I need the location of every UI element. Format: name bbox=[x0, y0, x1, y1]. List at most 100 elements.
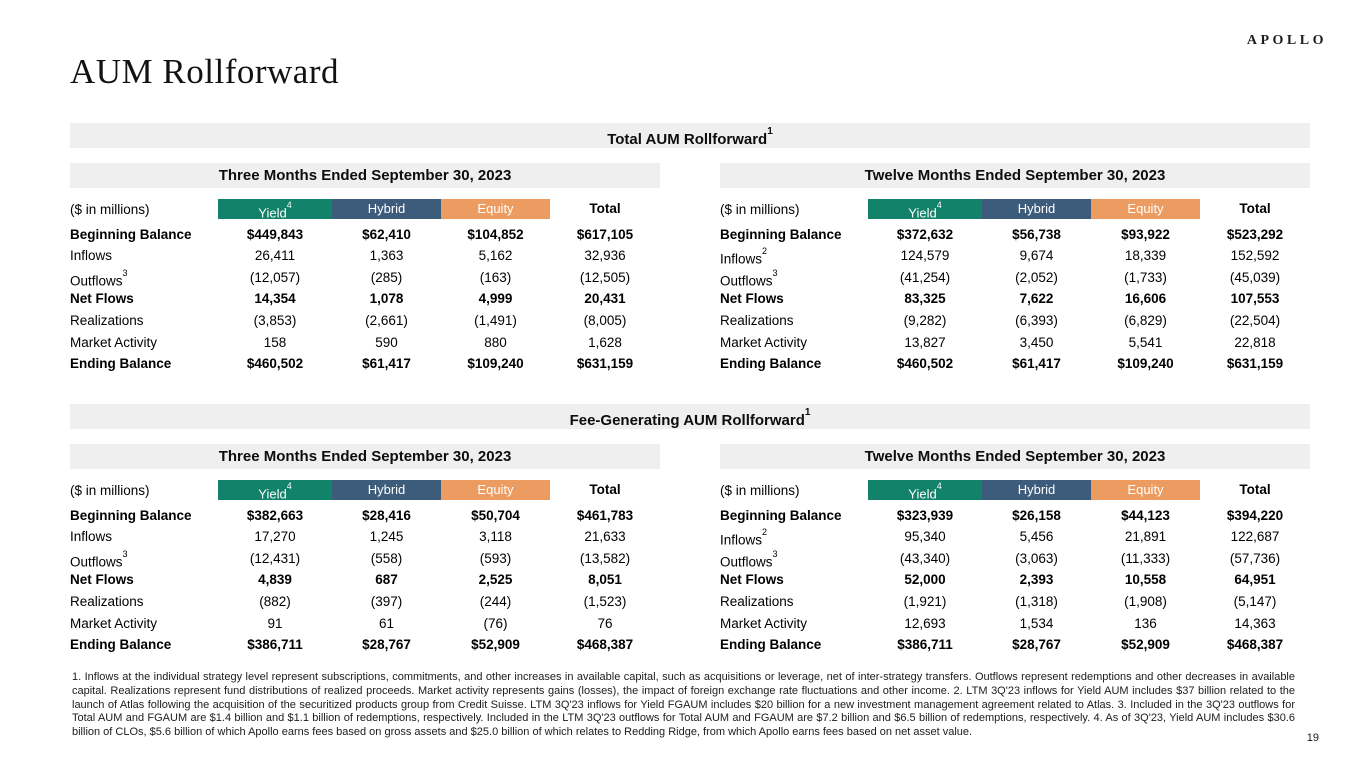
cell-value: $26,158 bbox=[1012, 507, 1061, 523]
cell-value: 136 bbox=[1134, 615, 1157, 631]
cell-value: $468,387 bbox=[576, 637, 634, 653]
cell-value: 26,411 bbox=[254, 248, 296, 264]
cell-value: 1,628 bbox=[588, 334, 622, 350]
cell-value: (12,431) bbox=[249, 550, 301, 566]
row-label: Inflows bbox=[70, 529, 113, 545]
cell-value: 122,687 bbox=[1230, 529, 1280, 545]
cell-value: $382,663 bbox=[246, 507, 304, 523]
cell-value: $631,159 bbox=[576, 356, 634, 372]
cell-value: 20,431 bbox=[584, 291, 626, 307]
cell-value: (1,523) bbox=[583, 593, 627, 609]
cell-value: 5,162 bbox=[478, 248, 513, 264]
unit-label: ($ in millions) bbox=[720, 202, 800, 217]
column-header-equity: Equity bbox=[441, 480, 550, 500]
cell-value: 2,525 bbox=[478, 572, 513, 588]
cell-value: (22,504) bbox=[1229, 312, 1281, 328]
cell-value: (1,921) bbox=[903, 593, 947, 609]
row-label: Outflows3 bbox=[70, 267, 128, 289]
cell-value: $323,939 bbox=[896, 507, 954, 523]
cell-value: $394,220 bbox=[1226, 507, 1284, 523]
cell-value: (11,333) bbox=[1120, 550, 1171, 566]
cell-value: $468,387 bbox=[1226, 637, 1284, 653]
cell-value: $28,767 bbox=[362, 637, 411, 653]
row-label: Ending Balance bbox=[70, 356, 172, 372]
column-header-yield: Yield4 bbox=[218, 199, 332, 220]
cell-value: $61,417 bbox=[362, 356, 411, 372]
column-header-hybrid: Hybrid bbox=[982, 480, 1091, 500]
row-label: Realizations bbox=[720, 312, 794, 328]
cell-value: (1,908) bbox=[1124, 593, 1167, 609]
cell-value: $93,922 bbox=[1121, 226, 1170, 242]
column-header-total: Total bbox=[1239, 201, 1271, 216]
row-label: Ending Balance bbox=[720, 356, 822, 372]
cell-value: 1,078 bbox=[369, 291, 404, 307]
cell-value: (1,733) bbox=[1124, 269, 1167, 285]
period-header: Three Months Ended September 30, 2023 bbox=[70, 163, 660, 188]
column-header-yield: Yield4 bbox=[868, 199, 982, 220]
cell-value: (3,853) bbox=[253, 312, 297, 328]
row-label: Beginning Balance bbox=[70, 226, 192, 242]
cell-value: $56,738 bbox=[1012, 226, 1061, 242]
cell-value: 13,827 bbox=[904, 334, 946, 350]
cell-value: 14,363 bbox=[1234, 615, 1276, 631]
cell-value: $104,852 bbox=[467, 226, 524, 242]
row-label: Outflows3 bbox=[720, 548, 778, 570]
cell-value: 4,839 bbox=[258, 572, 292, 588]
cell-value: $461,783 bbox=[576, 507, 634, 523]
fee-gen-twelve-months-table: Twelve Months Ended September 30, 2023 (… bbox=[720, 444, 1310, 656]
cell-value: 3,450 bbox=[1019, 334, 1054, 350]
row-label: Market Activity bbox=[720, 615, 808, 631]
cell-value: 95,340 bbox=[904, 529, 946, 545]
cell-value: 1,363 bbox=[369, 248, 404, 264]
unit-label: ($ in millions) bbox=[720, 483, 800, 498]
cell-value: (41,254) bbox=[899, 269, 951, 285]
cell-value: 590 bbox=[375, 334, 398, 350]
cell-value: (285) bbox=[370, 269, 403, 285]
column-header-hybrid: Hybrid bbox=[332, 199, 441, 219]
cell-value: (3,063) bbox=[1015, 550, 1058, 566]
cell-value: (163) bbox=[479, 269, 512, 285]
cell-value: (2,052) bbox=[1015, 269, 1058, 285]
cell-value: $631,159 bbox=[1226, 356, 1284, 372]
cell-value: $386,711 bbox=[247, 637, 303, 653]
row-label: Realizations bbox=[720, 593, 794, 609]
row-label: Inflows bbox=[70, 248, 113, 264]
column-header-equity: Equity bbox=[441, 199, 550, 219]
cell-value: 91 bbox=[267, 615, 283, 631]
cell-value: (593) bbox=[479, 550, 512, 566]
cell-value: 76 bbox=[597, 615, 613, 631]
row-label: Inflows2 bbox=[720, 527, 768, 548]
row-label: Net Flows bbox=[70, 572, 134, 588]
cell-value: (9,282) bbox=[903, 312, 947, 328]
cell-value: 22,818 bbox=[1234, 334, 1276, 350]
cell-value: 107,553 bbox=[1230, 291, 1280, 307]
cell-value: 7,622 bbox=[1019, 291, 1054, 307]
column-header-total: Total bbox=[589, 201, 621, 216]
cell-value: $109,240 bbox=[467, 356, 524, 372]
section-title-fee-generating-aum: Fee-Generating AUM Rollforward1 bbox=[70, 404, 1310, 429]
column-header-hybrid: Hybrid bbox=[332, 480, 441, 500]
cell-value: 152,592 bbox=[1230, 248, 1280, 264]
fee-generating-aum-section: Fee-Generating AUM Rollforward1 Three Mo… bbox=[70, 404, 1310, 656]
cell-value: 61 bbox=[378, 615, 395, 631]
cell-value: 18,339 bbox=[1124, 248, 1167, 264]
cell-value: 5,541 bbox=[1128, 334, 1163, 350]
column-header-total: Total bbox=[589, 482, 621, 497]
cell-value: 12,693 bbox=[904, 615, 946, 631]
column-header-equity: Equity bbox=[1091, 199, 1200, 219]
cell-value: 158 bbox=[263, 334, 287, 350]
row-label: Beginning Balance bbox=[720, 226, 842, 242]
unit-label: ($ in millions) bbox=[70, 202, 150, 217]
cell-value: 124,579 bbox=[900, 248, 950, 264]
cell-value: 1,245 bbox=[369, 529, 404, 545]
column-header-yield: Yield4 bbox=[218, 480, 332, 501]
row-label: Outflows3 bbox=[70, 548, 128, 570]
row-label: Net Flows bbox=[720, 572, 784, 588]
row-label: Net Flows bbox=[70, 291, 134, 307]
row-label: Ending Balance bbox=[70, 637, 172, 653]
row-label: Inflows2 bbox=[720, 246, 768, 267]
row-label: Outflows3 bbox=[720, 267, 778, 289]
section-title-total-aum: Total AUM Rollforward1 bbox=[70, 123, 1310, 148]
total-aum-section: Total AUM Rollforward1 Three Months Ende… bbox=[70, 123, 1310, 375]
total-aum-twelve-months-table: Twelve Months Ended September 30, 2023 (… bbox=[720, 163, 1310, 375]
